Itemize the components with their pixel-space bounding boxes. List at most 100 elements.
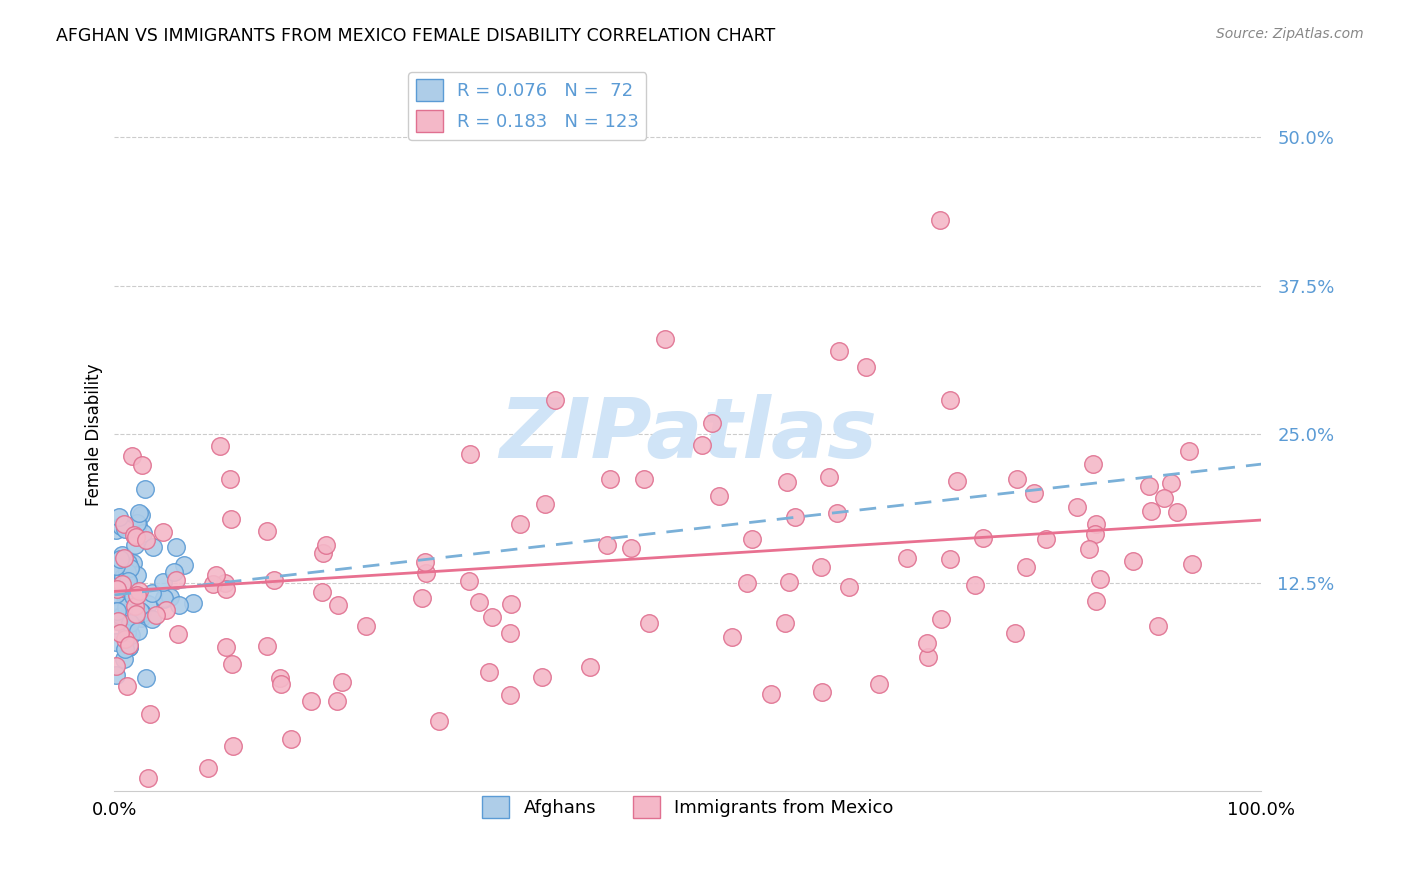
Point (124, 527, 146, 541)
Point (499, 689, 522, 703)
Point (117, 556, 139, 570)
Point (330, 674, 353, 689)
Point (1024, 485, 1046, 500)
Point (108, 563, 131, 577)
Point (105, 587, 128, 601)
Point (280, 732, 302, 747)
Point (214, 576, 236, 591)
Point (938, 551, 960, 566)
Point (118, 640, 141, 655)
Point (205, 568, 228, 582)
Point (108, 552, 131, 566)
Point (481, 610, 503, 624)
Point (1005, 472, 1028, 486)
Point (256, 524, 278, 538)
Point (721, 630, 744, 644)
Point (312, 546, 335, 560)
Point (1066, 500, 1088, 514)
Point (825, 506, 848, 520)
Point (209, 439, 232, 453)
Point (104, 659, 127, 673)
Point (125, 607, 148, 622)
Point (127, 517, 149, 532)
Point (896, 550, 918, 565)
Point (1166, 505, 1188, 519)
Point (620, 541, 643, 556)
Point (125, 588, 148, 602)
Point (219, 512, 242, 526)
Point (112, 551, 135, 566)
Point (131, 458, 153, 473)
Point (263, 573, 285, 587)
Point (129, 508, 152, 522)
Point (107, 509, 129, 524)
Point (778, 574, 800, 589)
Point (1084, 526, 1107, 541)
Point (136, 597, 159, 611)
Point (354, 618, 377, 632)
Point (543, 393, 565, 408)
Point (105, 615, 128, 629)
Point (817, 470, 839, 484)
Point (124, 530, 146, 544)
Point (112, 587, 135, 601)
Point (654, 332, 676, 346)
Point (128, 506, 150, 520)
Point (127, 624, 149, 638)
Point (114, 522, 136, 536)
Point (939, 393, 962, 408)
Point (197, 761, 219, 775)
Point (457, 574, 479, 588)
Point (110, 519, 132, 533)
Point (838, 581, 860, 595)
Point (1137, 479, 1160, 493)
Point (163, 565, 186, 579)
Point (118, 599, 141, 614)
Point (124, 538, 146, 552)
Point (105, 604, 128, 618)
Point (201, 577, 224, 591)
Point (299, 694, 322, 708)
Point (929, 213, 952, 227)
Point (135, 671, 157, 685)
Point (138, 706, 160, 721)
Point (141, 586, 163, 600)
Point (1015, 559, 1038, 574)
Point (120, 626, 142, 640)
Point (129, 611, 152, 625)
Point (530, 670, 553, 684)
Point (638, 615, 661, 630)
Point (152, 524, 174, 539)
Point (468, 595, 491, 609)
Point (104, 635, 127, 649)
Point (108, 573, 131, 587)
Point (132, 526, 155, 541)
Point (165, 541, 187, 555)
Point (112, 570, 135, 584)
Point (173, 558, 195, 572)
Point (135, 533, 157, 547)
Point (1181, 558, 1204, 572)
Point (761, 687, 783, 701)
Point (501, 597, 523, 611)
Point (218, 472, 240, 486)
Point (104, 559, 127, 574)
Point (104, 668, 127, 682)
Point (112, 652, 135, 666)
Point (108, 568, 131, 582)
Legend: Afghans, Immigrants from Mexico: Afghans, Immigrants from Mexico (475, 789, 901, 825)
Point (690, 438, 713, 452)
Point (121, 449, 143, 463)
Point (1081, 457, 1104, 471)
Point (1153, 491, 1175, 505)
Point (111, 548, 134, 562)
Y-axis label: Female Disability: Female Disability (86, 363, 103, 506)
Point (167, 599, 190, 613)
Point (1160, 476, 1182, 491)
Point (112, 617, 135, 632)
Point (917, 649, 939, 664)
Point (184, 873, 207, 888)
Point (633, 472, 655, 486)
Point (478, 665, 501, 679)
Point (311, 585, 333, 599)
